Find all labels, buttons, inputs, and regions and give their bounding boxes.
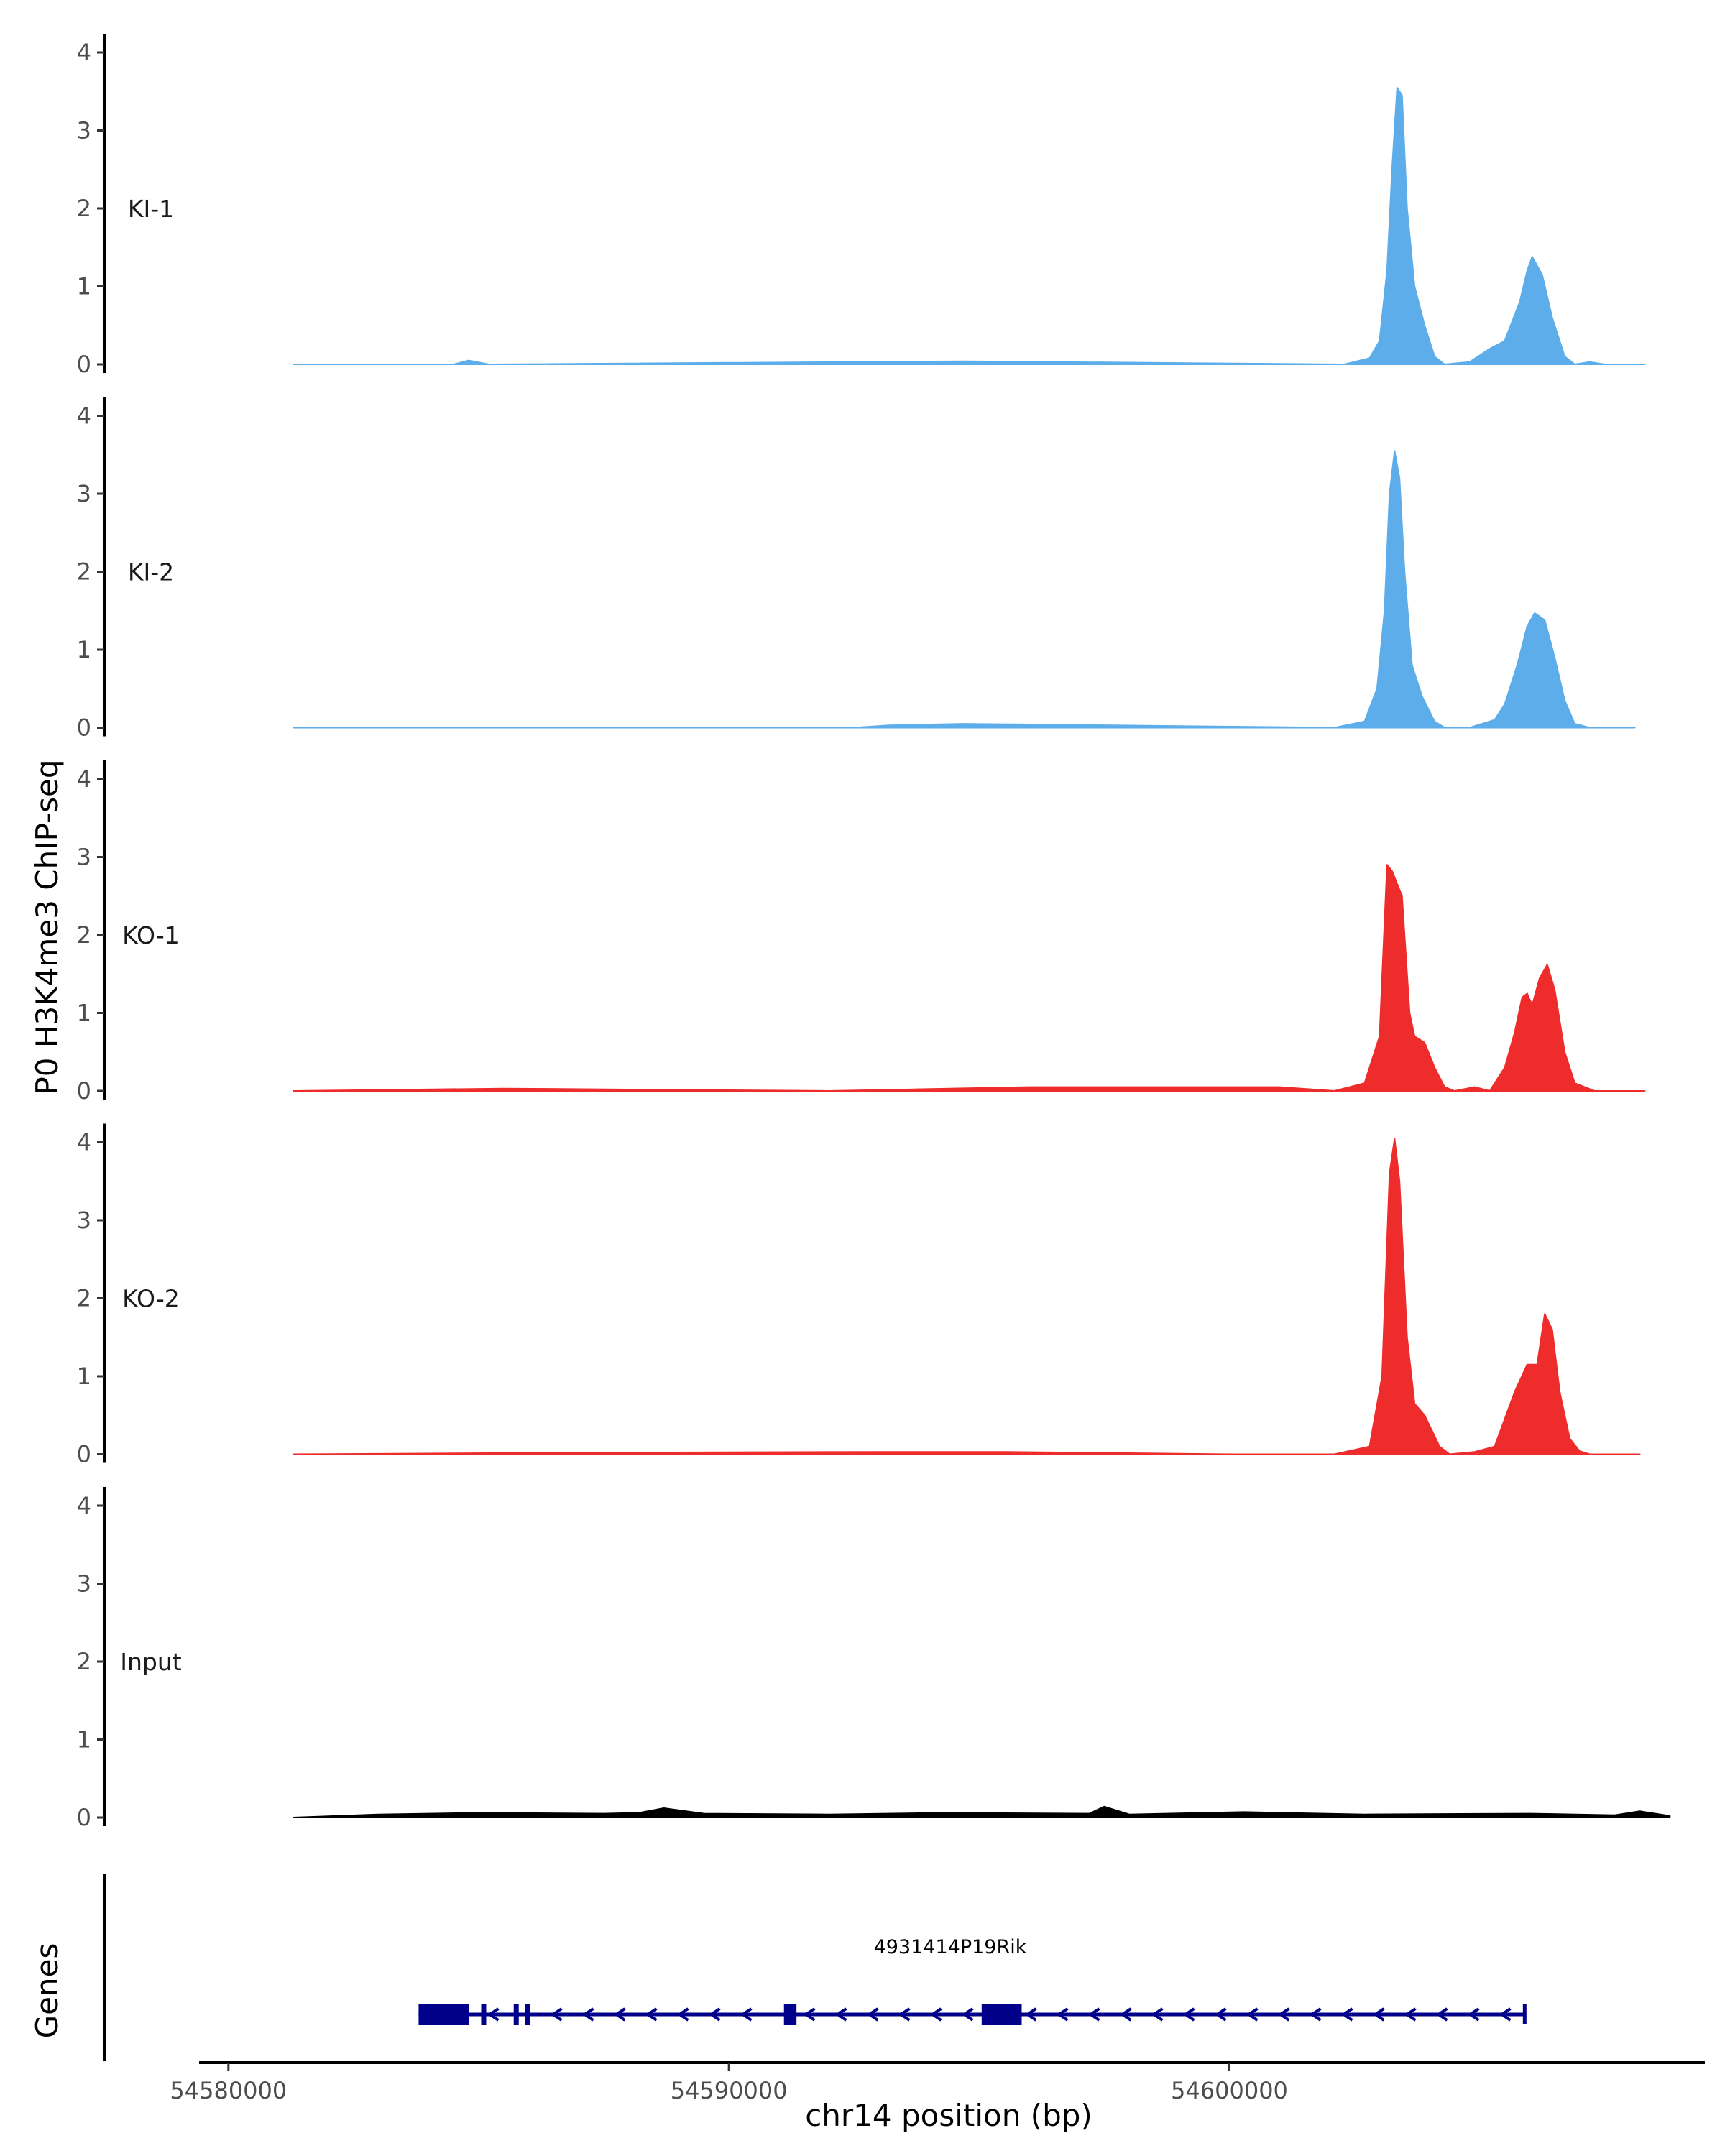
gene-exon	[783, 2004, 797, 2025]
strand-arrow	[1309, 2007, 1322, 2022]
strand-arrow	[1372, 2007, 1385, 2022]
track-label: Input	[120, 1648, 182, 1676]
y-tick-label: 1	[77, 636, 91, 663]
strand-arrow	[1340, 2007, 1353, 2022]
track-label: KO-1	[122, 921, 180, 949]
y-tick-label: 0	[77, 714, 91, 742]
x-axis-title: chr14 position (bp)	[805, 2098, 1092, 2133]
strand-arrow	[929, 2007, 942, 2022]
gene-exon	[525, 2004, 530, 2025]
tracks-layer: 0 1 2 3 4 KI-1 0 1 2 3 4 KI-2 0 1 2 3 4 KO-1 0 1 2 3 4 KO-2 0 1 2 3…	[77, 34, 1671, 1831]
track-ki-2: 0 1 2 3 4 KI-2	[77, 397, 1636, 742]
strand-arrow	[676, 2007, 689, 2022]
strand-arrow	[1246, 2007, 1259, 2022]
strand-arrow	[1119, 2007, 1132, 2022]
gene-name-label: 4931414P19Rik	[874, 1936, 1027, 1958]
strand-arrow	[1151, 2007, 1164, 2022]
track-ko-1: 0 1 2 3 4 KO-1	[77, 760, 1646, 1105]
strand-arrow	[1277, 2007, 1290, 2022]
strand-arrow	[1024, 2007, 1037, 2022]
track-label: KI-1	[128, 195, 174, 223]
strand-arrow	[740, 2007, 753, 2022]
y-tick-label: 3	[77, 480, 91, 507]
strand-arrow	[834, 2007, 847, 2022]
strand-arrow	[866, 2007, 879, 2022]
gene-exon	[981, 2004, 1022, 2025]
strand-arrow	[645, 2007, 658, 2022]
y-tick-label: 2	[77, 195, 91, 222]
y-tick-label: 1	[77, 1363, 91, 1390]
track-area-ki-1	[293, 86, 1646, 365]
strand-arrow	[708, 2007, 721, 2022]
strand-arrow	[1499, 2007, 1512, 2022]
track-label: KI-2	[128, 558, 174, 586]
track-area-ko-2	[293, 1138, 1641, 1455]
strand-arrow	[803, 2007, 816, 2022]
y-tick-label: 2	[77, 1285, 91, 1312]
y-tick-label: 0	[77, 1077, 91, 1105]
strand-arrow	[898, 2007, 911, 2022]
gene-exon	[513, 2004, 519, 2025]
y-tick-label: 2	[77, 558, 91, 586]
gene-exon	[481, 2004, 487, 2025]
y-tick-label: 2	[77, 1648, 91, 1675]
y-tick-label: 0	[77, 1441, 91, 1468]
strand-arrow	[1182, 2007, 1195, 2022]
strand-arrow	[581, 2007, 594, 2022]
y-tick-label: 1	[77, 273, 91, 300]
track-area-input	[293, 1805, 1671, 1818]
strand-arrow	[1214, 2007, 1227, 2022]
track-ko-2: 0 1 2 3 4 KO-2	[77, 1123, 1641, 1468]
strand-arrow	[613, 2007, 626, 2022]
strand-arrow	[487, 2007, 500, 2022]
y-tick-label: 4	[77, 402, 91, 430]
track-area-ki-2	[293, 450, 1636, 729]
y-tick-label: 4	[77, 39, 91, 66]
strand-arrow	[1404, 2007, 1417, 2022]
y-tick-label: 4	[77, 1129, 91, 1156]
track-ki-1: 0 1 2 3 4 KI-1	[77, 34, 1646, 378]
strand-arrow	[961, 2007, 974, 2022]
track-input: 0 1 2 3 4 Input	[77, 1487, 1671, 1831]
y-tick-label: 4	[77, 1492, 91, 1519]
y-tick-label: 3	[77, 1207, 91, 1234]
y-tick-label: 2	[77, 921, 91, 949]
y-tick-label: 3	[77, 117, 91, 144]
y-tick-label: 1	[77, 1000, 91, 1027]
y-tick-label: 0	[77, 1804, 91, 1831]
strand-arrow	[1435, 2007, 1448, 2022]
x-tick-label: 54590000	[671, 2077, 788, 2104]
genes-panel: 4931414P19Rik	[103, 1874, 1527, 2061]
y-tick-label: 3	[77, 1570, 91, 1598]
genes-axis-title: Genes	[29, 1943, 65, 2039]
strand-arrow	[1467, 2007, 1480, 2022]
y-tick-label: 1	[77, 1726, 91, 1754]
track-area-ko-1	[293, 864, 1646, 1092]
strand-arrow	[1087, 2007, 1100, 2022]
y-axis-title: P0 H3K4me3 ChIP-seq	[29, 759, 65, 1095]
gene-exon	[418, 2004, 469, 2025]
strand-arrow	[1056, 2007, 1069, 2022]
x-axis: 54580000 54590000 54600000	[170, 2061, 1705, 2104]
y-tick-label: 0	[77, 351, 91, 378]
x-tick-label: 54600000	[1171, 2077, 1288, 2104]
y-tick-label: 4	[77, 765, 91, 793]
x-tick-label: 54580000	[170, 2077, 287, 2104]
strand-arrow	[550, 2007, 563, 2022]
track-label: KO-2	[122, 1285, 180, 1313]
y-tick-label: 3	[77, 844, 91, 871]
